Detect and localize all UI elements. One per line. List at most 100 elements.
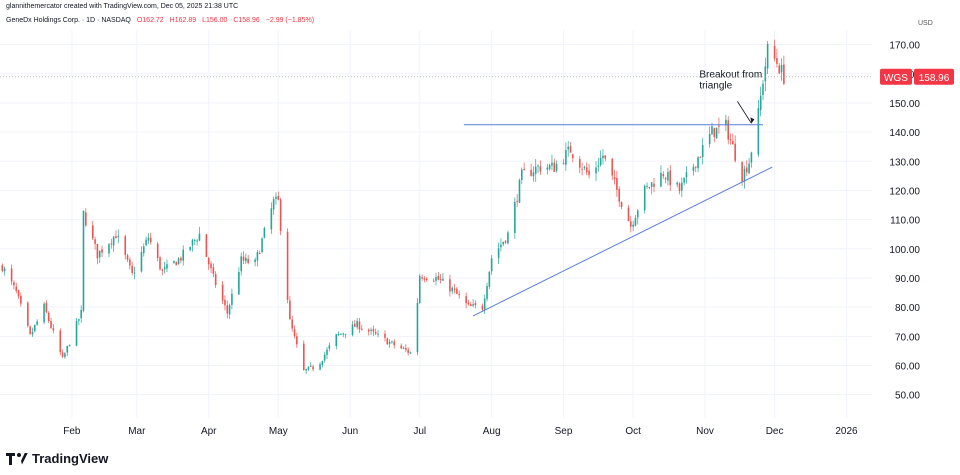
candle-body[interactable] [305, 369, 307, 371]
candle-body[interactable] [685, 172, 688, 178]
candle-body[interactable] [523, 168, 525, 171]
candle-body[interactable] [539, 166, 542, 172]
candle-body[interactable] [532, 172, 535, 177]
candle-body[interactable] [309, 365, 312, 367]
candle-body[interactable] [173, 260, 175, 264]
candle-body[interactable] [27, 302, 29, 326]
candle-body[interactable] [581, 168, 583, 170]
candle-body[interactable] [335, 334, 338, 347]
candle-body[interactable] [780, 65, 783, 73]
candle-body[interactable] [384, 333, 386, 338]
candle-body[interactable] [504, 240, 507, 243]
candle-body[interactable] [585, 167, 588, 172]
candle-body[interactable] [303, 343, 305, 370]
candle-body[interactable] [78, 319, 80, 321]
candle-body[interactable] [112, 236, 115, 246]
candle-body[interactable] [405, 347, 407, 350]
candle-body[interactable] [33, 324, 36, 332]
candle-body[interactable] [662, 174, 665, 177]
candle-body[interactable] [418, 276, 421, 304]
candle-body[interactable] [96, 243, 99, 259]
candle-body[interactable] [367, 329, 370, 332]
candle-body[interactable] [147, 237, 150, 241]
candle-body[interactable] [483, 298, 486, 310]
candle-body[interactable] [258, 253, 261, 255]
candle-body[interactable] [256, 251, 259, 261]
candle-body[interactable] [321, 361, 324, 365]
candle-body[interactable] [634, 217, 637, 226]
candle-body[interactable] [101, 249, 103, 253]
candle-body[interactable] [481, 305, 484, 310]
candle-body[interactable] [750, 152, 753, 163]
candle-body[interactable] [472, 304, 474, 306]
candle-body[interactable] [177, 258, 180, 265]
candle-body[interactable] [180, 257, 182, 261]
candle-body[interactable] [198, 233, 201, 241]
candle-body[interactable] [45, 302, 48, 313]
candle-body[interactable] [729, 139, 732, 141]
candle-body[interactable] [546, 167, 549, 170]
candle-body[interactable] [356, 320, 358, 328]
candle-body[interactable] [323, 354, 326, 361]
candle-body[interactable] [530, 169, 532, 176]
candle-body[interactable] [351, 324, 354, 335]
candle-body[interactable] [683, 177, 685, 183]
candle-body[interactable] [131, 265, 133, 273]
candle-body[interactable] [759, 95, 762, 111]
candle-body[interactable] [279, 199, 282, 232]
candle-body[interactable] [354, 323, 356, 327]
candle-body[interactable] [13, 282, 15, 286]
candle-body[interactable] [15, 286, 18, 291]
candle-body[interactable] [214, 273, 217, 286]
candle-body[interactable] [75, 320, 78, 346]
candle-body[interactable] [423, 278, 426, 280]
candle-body[interactable] [681, 182, 683, 191]
candle-body[interactable] [1, 265, 4, 272]
candle-body[interactable] [342, 333, 345, 335]
candle-body[interactable] [191, 239, 194, 246]
candle-body[interactable] [312, 366, 314, 370]
candle-body[interactable] [370, 329, 372, 332]
candle-body[interactable] [595, 167, 597, 174]
candle-body[interactable] [388, 342, 391, 344]
candle-body[interactable] [548, 165, 551, 170]
candle-body[interactable] [319, 364, 321, 370]
candle-body[interactable] [166, 264, 168, 269]
candle-body[interactable] [416, 302, 419, 352]
candle-body[interactable] [732, 140, 734, 145]
candle-body[interactable] [80, 309, 82, 319]
candle-body[interactable] [650, 182, 653, 187]
candle-body[interactable] [358, 321, 361, 330]
candle-body[interactable] [374, 331, 377, 334]
candle-body[interactable] [741, 161, 743, 183]
candle-body[interactable] [326, 349, 328, 355]
candle-body[interactable] [61, 352, 64, 357]
candle-body[interactable] [36, 321, 38, 325]
candle-body[interactable] [588, 170, 590, 176]
candle-body[interactable] [372, 329, 375, 332]
candle-body[interactable] [228, 305, 231, 315]
candle-body[interactable] [632, 224, 634, 227]
candle-body[interactable] [277, 195, 280, 200]
candle-body[interactable] [272, 199, 275, 210]
candle-body[interactable] [778, 65, 781, 74]
candle-body[interactable] [261, 238, 263, 252]
candle-body[interactable] [159, 257, 161, 270]
candle-body[interactable] [437, 276, 440, 280]
candle-body[interactable] [664, 177, 667, 180]
candle-body[interactable] [85, 212, 87, 226]
candle-body[interactable] [391, 341, 393, 343]
candle-body[interactable] [182, 249, 185, 261]
candle-body[interactable] [648, 186, 651, 188]
candle-body[interactable] [409, 352, 412, 354]
candle-body[interactable] [456, 288, 458, 294]
candle-body[interactable] [599, 157, 602, 166]
candle-body[interactable] [497, 248, 500, 258]
candle-body[interactable] [474, 303, 477, 306]
candle-body[interactable] [145, 239, 147, 246]
candle-body[interactable] [711, 126, 713, 135]
candle-body[interactable] [393, 341, 396, 346]
candle-body[interactable] [572, 154, 574, 159]
candle-body[interactable] [636, 210, 639, 218]
candle-body[interactable] [449, 279, 451, 292]
